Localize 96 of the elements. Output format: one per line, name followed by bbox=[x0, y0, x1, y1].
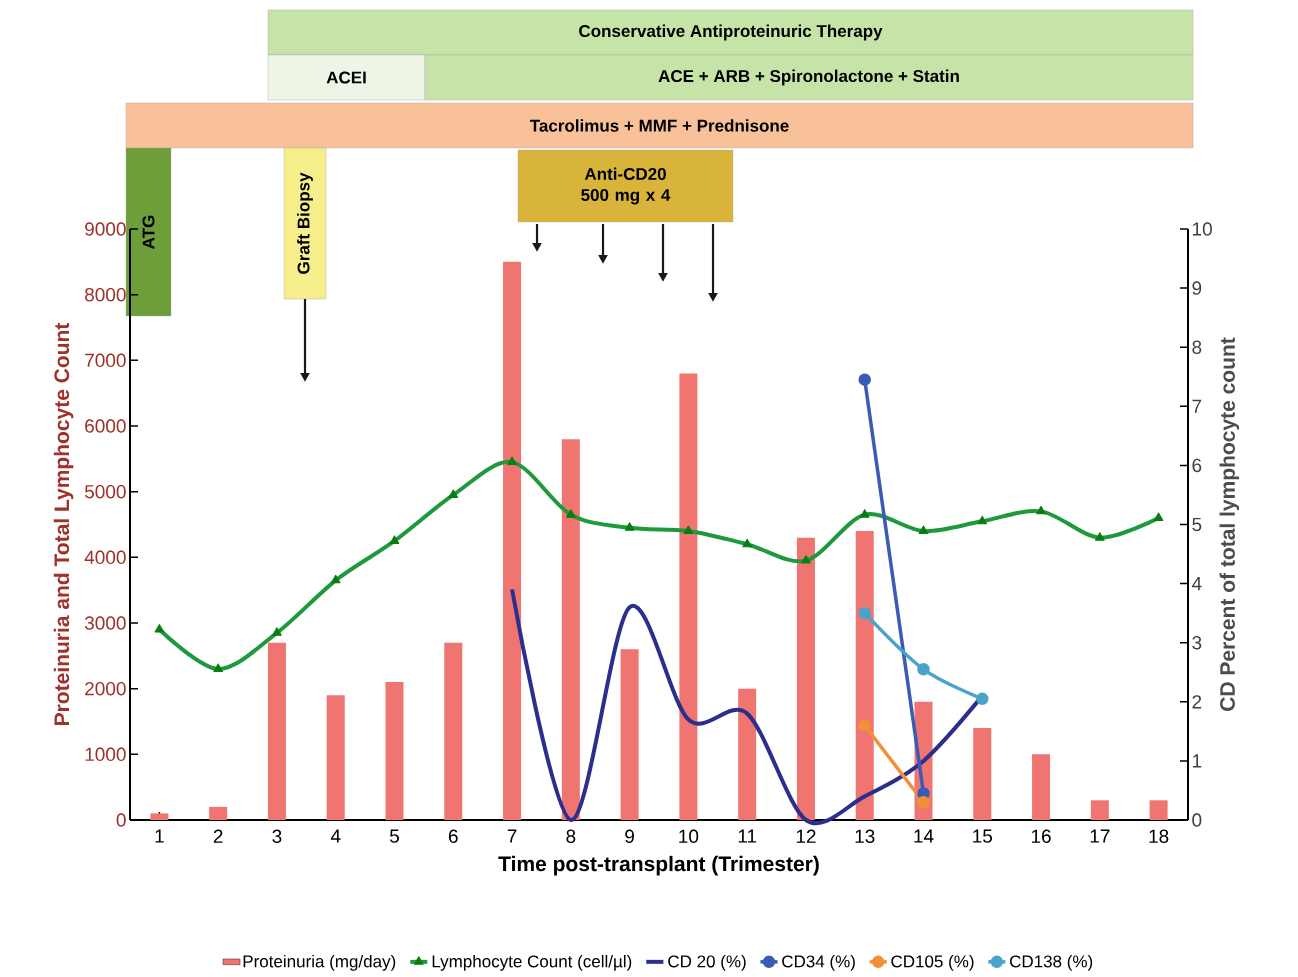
point bbox=[858, 606, 871, 620]
legend-label: CD 20 (%) bbox=[668, 954, 746, 971]
y-tick-label: 0 bbox=[116, 813, 126, 827]
point bbox=[389, 535, 400, 544]
annotation: Graft Biopsy bbox=[297, 172, 313, 274]
text: ACE + ARB + Spironolactone + Statin bbox=[658, 69, 959, 86]
y-tick-label: 1000 bbox=[85, 747, 126, 762]
x-tick-label: 1 bbox=[155, 829, 164, 843]
point bbox=[917, 796, 930, 809]
x-tick-label: 6 bbox=[448, 829, 458, 843]
bar bbox=[1149, 800, 1168, 820]
y-tick-label: 3000 bbox=[84, 616, 126, 630]
bar bbox=[973, 728, 992, 820]
bar bbox=[679, 373, 698, 820]
bar bbox=[1032, 754, 1051, 820]
x-tick-label: 12 bbox=[796, 829, 816, 843]
bar bbox=[326, 695, 345, 820]
point bbox=[683, 525, 694, 535]
point bbox=[213, 663, 223, 672]
annotation: ATG bbox=[142, 215, 155, 249]
point bbox=[742, 538, 752, 548]
bar bbox=[503, 261, 522, 820]
bar bbox=[1090, 800, 1109, 820]
x-tick-label: 9 bbox=[625, 829, 634, 843]
point bbox=[272, 627, 282, 636]
y2-tick-label: 6 bbox=[1192, 458, 1202, 473]
y-tick-label: 6000 bbox=[85, 419, 126, 433]
point bbox=[1095, 532, 1105, 541]
x-tick-label: 13 bbox=[855, 829, 875, 843]
y2-tick-label: 2 bbox=[1192, 695, 1202, 709]
x-tick-label: 8 bbox=[566, 829, 576, 843]
text: Tacrolimus + MMF + Prednisone bbox=[529, 119, 789, 132]
point bbox=[918, 525, 929, 535]
y2-tick-label: 5 bbox=[1192, 517, 1202, 532]
x-tick-label: 10 bbox=[679, 829, 699, 843]
bar bbox=[150, 813, 169, 820]
point bbox=[507, 456, 517, 466]
y2-axis-title: CD Percent of total lymphocyte count bbox=[1219, 337, 1240, 711]
point bbox=[1036, 505, 1046, 515]
y-tick-label: 5000 bbox=[84, 484, 126, 499]
x-tick-label: 4 bbox=[330, 829, 341, 843]
bar bbox=[796, 537, 815, 820]
text: ACEI bbox=[326, 71, 366, 84]
point bbox=[977, 515, 988, 525]
bar bbox=[385, 682, 404, 820]
point bbox=[858, 719, 871, 732]
y2-tick-label: 4 bbox=[1191, 577, 1202, 591]
bar bbox=[267, 642, 286, 820]
x-tick-label: 16 bbox=[1031, 829, 1051, 843]
x-tick-label: 18 bbox=[1149, 829, 1169, 843]
legend-label: Lymphocyte Count (cell/µl) bbox=[432, 954, 632, 971]
point bbox=[330, 574, 341, 584]
point bbox=[801, 555, 811, 564]
bar bbox=[561, 439, 580, 820]
point bbox=[624, 522, 635, 531]
point bbox=[976, 692, 989, 706]
x-tick-label: 11 bbox=[738, 829, 757, 843]
x-tick-label: 14 bbox=[914, 829, 934, 843]
point bbox=[917, 663, 930, 676]
point bbox=[859, 509, 870, 518]
legend-label: Proteinuria (mg/day) bbox=[243, 954, 396, 971]
y-tick-label: 7000 bbox=[85, 353, 126, 368]
y-tick-label: 2000 bbox=[85, 681, 126, 696]
bar bbox=[444, 642, 463, 820]
y-tick-label: 8000 bbox=[85, 287, 126, 302]
x-tick-label: 7 bbox=[507, 829, 517, 843]
x-tick-label: 15 bbox=[973, 829, 993, 843]
bar bbox=[738, 688, 757, 820]
y-axis-title: Proteinuria and Total Lymphocyte Count bbox=[53, 322, 74, 725]
text: Conservative Antiproteinuric Therapy bbox=[579, 24, 883, 41]
point bbox=[566, 509, 576, 518]
y-tick-label: 9000 bbox=[85, 222, 126, 236]
bar bbox=[855, 531, 874, 820]
y2-tick-label: 1 bbox=[1192, 754, 1202, 768]
x-tick-label: 17 bbox=[1090, 829, 1110, 843]
point bbox=[858, 373, 871, 386]
y2-tick-label: 8 bbox=[1192, 340, 1202, 354]
x-tick-label: 5 bbox=[389, 829, 399, 843]
y2-tick-label: 9 bbox=[1192, 281, 1202, 295]
y2-tick-label: 3 bbox=[1192, 635, 1202, 650]
x-tick-label: 3 bbox=[272, 829, 282, 843]
text: Anti-CD20 500 mg x 4 bbox=[581, 167, 671, 205]
x-tick-label: 2 bbox=[213, 829, 223, 843]
y2-tick-label: 10 bbox=[1192, 222, 1212, 236]
point bbox=[1153, 512, 1164, 521]
y2-tick-label: 0 bbox=[1192, 813, 1202, 827]
y2-tick-label: 7 bbox=[1192, 399, 1202, 413]
legend-label: CD34 (%) bbox=[782, 954, 855, 971]
x-axis-title: Time post-transplant (Trimester) bbox=[498, 855, 819, 876]
legend-label: CD105 (%) bbox=[891, 954, 974, 971]
bar bbox=[620, 649, 639, 820]
point bbox=[448, 489, 459, 498]
legend-label: CD138 (%) bbox=[1009, 954, 1093, 971]
bar bbox=[209, 806, 228, 820]
y-tick-label: 4000 bbox=[84, 550, 126, 565]
point bbox=[154, 624, 165, 633]
